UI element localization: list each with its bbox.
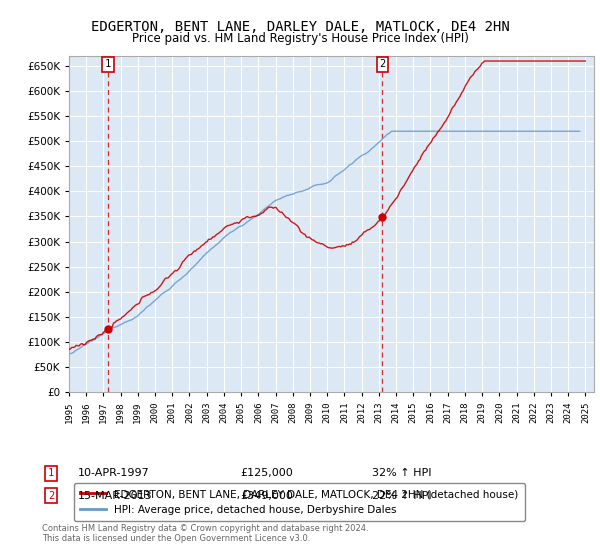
Text: £349,000: £349,000 xyxy=(240,491,293,501)
Text: 22% ↑ HPI: 22% ↑ HPI xyxy=(372,491,431,501)
Legend: EDGERTON, BENT LANE, DARLEY DALE, MATLOCK, DE4 2HN (detached house), HPI: Averag: EDGERTON, BENT LANE, DARLEY DALE, MATLOC… xyxy=(74,483,525,521)
Text: EDGERTON, BENT LANE, DARLEY DALE, MATLOCK, DE4 2HN: EDGERTON, BENT LANE, DARLEY DALE, MATLOC… xyxy=(91,20,509,34)
Text: 2: 2 xyxy=(379,59,386,69)
Text: Price paid vs. HM Land Registry's House Price Index (HPI): Price paid vs. HM Land Registry's House … xyxy=(131,32,469,45)
Text: 32% ↑ HPI: 32% ↑ HPI xyxy=(372,468,431,478)
Text: 1: 1 xyxy=(48,468,54,478)
Text: Contains HM Land Registry data © Crown copyright and database right 2024.
This d: Contains HM Land Registry data © Crown c… xyxy=(42,524,368,543)
Text: 1: 1 xyxy=(105,59,111,69)
Text: 2: 2 xyxy=(48,491,54,501)
Text: 10-APR-1997: 10-APR-1997 xyxy=(78,468,150,478)
Text: £125,000: £125,000 xyxy=(240,468,293,478)
Text: 15-MAR-2013: 15-MAR-2013 xyxy=(78,491,152,501)
